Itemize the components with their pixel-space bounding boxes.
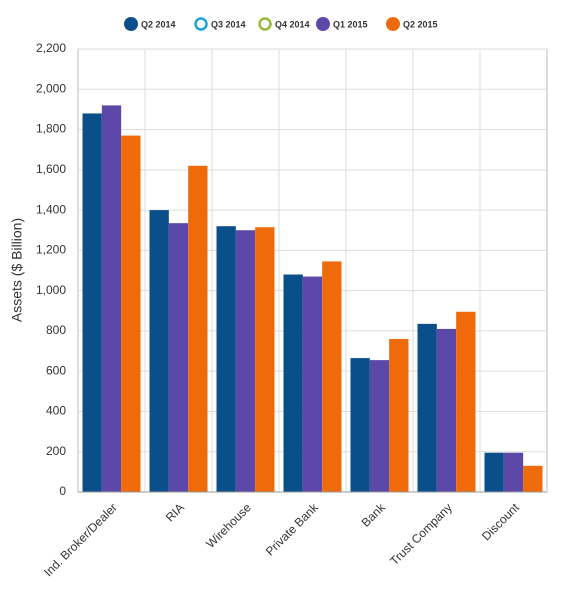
bar [235,230,256,492]
legend-marker [194,17,208,31]
bar [417,323,437,492]
bar [389,338,409,492]
legend-marker [258,17,272,31]
legend-label: Q4 2014 [275,19,310,29]
bar [369,360,390,492]
y-tick-label: 400 [46,404,66,418]
legend-marker [386,17,400,31]
bar [302,276,323,492]
bar [188,165,208,493]
y-axis-label: Assets ($ Billion) [9,218,25,322]
bar [503,452,524,492]
legend-label: Q1 2015 [333,19,368,29]
y-tick-label: 1,600 [36,162,66,176]
x-tick-label: Wirehouse [203,500,254,551]
legend-marker [124,17,138,31]
bar [82,113,102,492]
y-tick-label: 2,000 [36,81,66,95]
bar [121,135,141,492]
bar [101,105,122,492]
legend-marker [316,17,330,31]
bar [350,358,370,492]
bar [456,311,476,492]
y-tick-label: 2,200 [36,41,66,55]
x-tick-label: Trust Company [387,500,455,568]
x-tick-label: Private Bank [263,500,322,559]
x-tick-label: RIA [163,500,187,524]
bar [322,261,342,492]
bar [168,223,189,492]
legend-label: Q2 2014 [141,19,176,29]
x-tick-label: Bank [359,500,389,530]
legend-label: Q2 2015 [403,19,438,29]
y-tick-label: 0 [59,484,66,498]
y-tick-label: 1,800 [36,122,66,136]
legend-label: Q3 2014 [211,19,246,29]
y-tick-label: 1,000 [36,283,66,297]
x-tick-label: Discount [479,500,522,543]
bar [484,452,504,492]
bar [149,210,169,492]
y-tick-label: 600 [46,363,66,377]
bar [255,227,275,492]
bar [216,226,236,492]
y-tick-label: 1,200 [36,243,66,257]
x-tick-label: Ind. Broker/Dealer [41,500,120,579]
bar [523,465,543,492]
y-tick-label: 200 [46,444,66,458]
bar [436,328,457,492]
y-tick-label: 1,400 [36,202,66,216]
y-tick-label: 800 [46,323,66,337]
bar [283,274,303,492]
